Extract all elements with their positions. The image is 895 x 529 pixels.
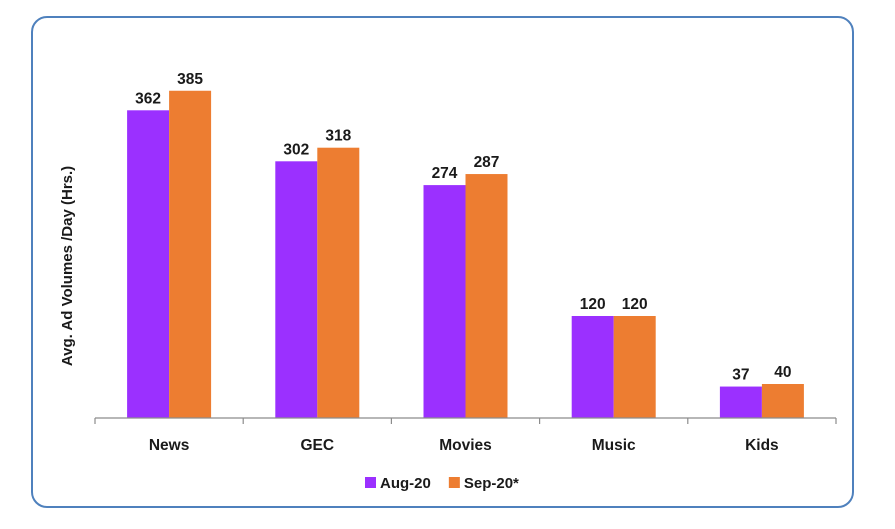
value-label: 120 [580,296,606,313]
legend-swatch [365,477,376,488]
legend-label: Sep-20* [464,475,519,492]
value-label: 287 [474,154,500,171]
bar-music-sep20 [613,316,656,418]
bar-movies-aug20 [423,185,466,418]
bar-kids-aug20 [719,386,762,418]
bar-gec-aug20 [275,161,318,419]
bar-music-aug20 [571,316,614,418]
bar-gec-sep20 [317,147,360,418]
category-label: Music [592,437,636,454]
bar-movies-sep20 [465,174,508,418]
legend-swatch [448,477,460,488]
value-label: 120 [622,296,648,313]
category-label: Kids [745,437,779,454]
bars-group [127,90,804,419]
value-label: 40 [774,364,791,381]
value-label: 37 [732,367,749,384]
category-label: GEC [301,437,335,454]
x-axis-ticks-group [94,418,837,424]
value-label: 302 [283,141,309,158]
category-label: Movies [439,437,492,454]
legend: Aug-20 Sep-20* [365,475,519,492]
bar-kids-sep20 [761,384,804,418]
category-labels-group: News GEC Movies Music Kids [149,437,779,454]
legend-label: Aug-20 [380,475,431,492]
value-label: 385 [177,71,203,88]
y-axis-label: Avg. Ad Volumes /Day (Hrs.) [59,166,76,366]
value-label: 274 [432,165,458,182]
value-labels-group: 362 385 302 318 274 287 120 120 37 40 [135,71,791,384]
bar-news-sep20 [169,90,212,418]
value-label: 362 [135,90,161,107]
value-label: 318 [325,128,351,145]
bar-news-aug20 [127,110,170,419]
category-label: News [149,437,190,454]
